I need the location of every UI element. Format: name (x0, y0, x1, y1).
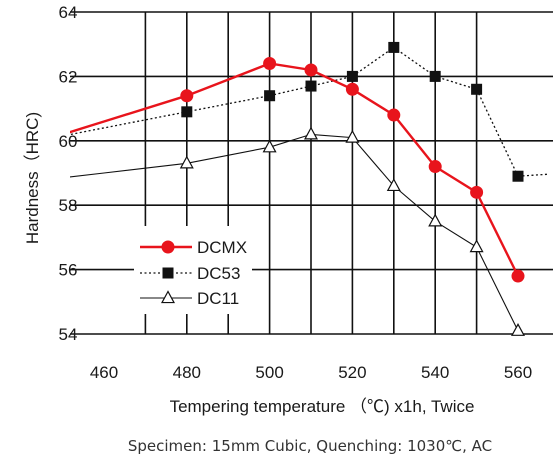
x-tick-label: 500 (255, 363, 283, 382)
data-point-triangle (510, 323, 526, 336)
x-tick-label: 560 (504, 363, 532, 382)
legend-background (134, 226, 252, 314)
data-point-triangle (160, 290, 176, 304)
data-point-circle (345, 82, 359, 96)
data-point-square (429, 70, 441, 82)
data-point-square (162, 267, 174, 279)
data-point-square (388, 41, 400, 53)
x-tick-label: 540 (421, 363, 449, 382)
legend-label-dc53: DC53 (197, 264, 240, 283)
legend: DCMX DC53 DC11 (134, 226, 252, 314)
data-point-circle (470, 185, 484, 199)
data-point-triangle (345, 129, 360, 143)
data-point-triangle (179, 155, 194, 169)
legend-label-dc11: DC11 (197, 289, 239, 308)
series-line-dc53 (70, 46, 519, 177)
x-tick-label: 520 (338, 363, 366, 382)
data-point-triangle (262, 139, 277, 153)
tick-labels: 460 480 500 520 540 560 54 56 58 60 62 64 (59, 3, 533, 382)
data-point-circle (180, 89, 194, 103)
specimen-caption: Specimen: 15mm Cubic, Quenching: 1030℃, … (128, 437, 492, 455)
series-line-dc11 (70, 133, 519, 332)
x-axis-label: Tempering temperature （℃) x1h, Twice (170, 397, 475, 416)
data-point-triangle (428, 213, 443, 227)
data-point-triangle (469, 239, 484, 253)
data-point-square (264, 90, 276, 102)
data-point-square (305, 80, 317, 92)
y-tick-label: 62 (59, 67, 78, 86)
data-point-circle (263, 57, 277, 71)
series-line-dcmx (70, 62, 520, 277)
legend-label-dcmx: DCMX (197, 238, 247, 257)
data-point-circle (304, 63, 318, 77)
data-point-triangle (386, 178, 401, 192)
x-tick-label: 480 (173, 363, 201, 382)
y-tick-label: 64 (59, 3, 78, 22)
data-point-circle (428, 160, 442, 174)
data-point-square (181, 106, 193, 118)
y-tick-label: 58 (59, 196, 78, 215)
data-point-circle (387, 108, 401, 122)
y-axis-label: Hardness（HRC) (23, 112, 42, 244)
data-point-circle (511, 269, 525, 283)
y-tick-label: 60 (59, 132, 78, 151)
x-tick-label: 460 (90, 363, 118, 382)
marker-layer (179, 41, 526, 336)
data-point-circle (161, 240, 175, 254)
data-point-square (512, 170, 524, 182)
series-layer (70, 46, 549, 332)
data-point-square (471, 83, 483, 95)
data-point-triangle (303, 126, 319, 140)
data-point-square (346, 70, 358, 82)
y-tick-label: 56 (59, 261, 78, 280)
y-tick-label: 54 (59, 325, 78, 344)
